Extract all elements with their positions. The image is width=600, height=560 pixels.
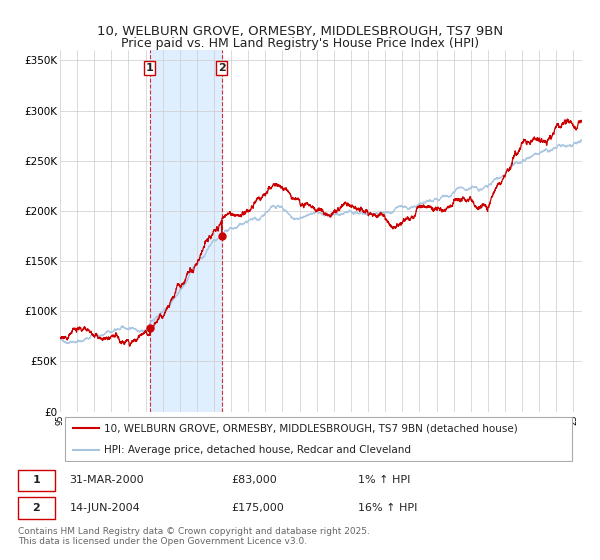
Text: 10, WELBURN GROVE, ORMESBY, MIDDLESBROUGH, TS7 9BN: 10, WELBURN GROVE, ORMESBY, MIDDLESBROUG… [97,25,503,38]
Bar [18,469,55,491]
Text: 14-JUN-2004: 14-JUN-2004 [70,503,140,513]
Bar [150,50,222,412]
Text: 16% ↑ HPI: 16% ↑ HPI [358,503,417,513]
Text: £83,000: £83,000 [231,475,277,486]
Text: 2: 2 [218,63,226,73]
Text: Contains HM Land Registry data © Crown copyright and database right 2025.
This d: Contains HM Land Registry data © Crown c… [18,527,370,547]
Text: 10, WELBURN GROVE, ORMESBY, MIDDLESBROUGH, TS7 9BN (detached house): 10, WELBURN GROVE, ORMESBY, MIDDLESBROUG… [104,423,518,433]
Text: 1: 1 [146,63,154,73]
Text: 31-MAR-2000: 31-MAR-2000 [70,475,144,486]
Text: Price paid vs. HM Land Registry's House Price Index (HPI): Price paid vs. HM Land Registry's House … [121,38,479,50]
FancyBboxPatch shape [65,417,572,461]
Text: £175,000: £175,000 [231,503,284,513]
Text: 1: 1 [32,475,40,486]
Text: 2: 2 [32,503,40,513]
Bar [18,497,55,519]
Text: HPI: Average price, detached house, Redcar and Cleveland: HPI: Average price, detached house, Redc… [104,445,412,455]
Text: 1% ↑ HPI: 1% ↑ HPI [358,475,410,486]
